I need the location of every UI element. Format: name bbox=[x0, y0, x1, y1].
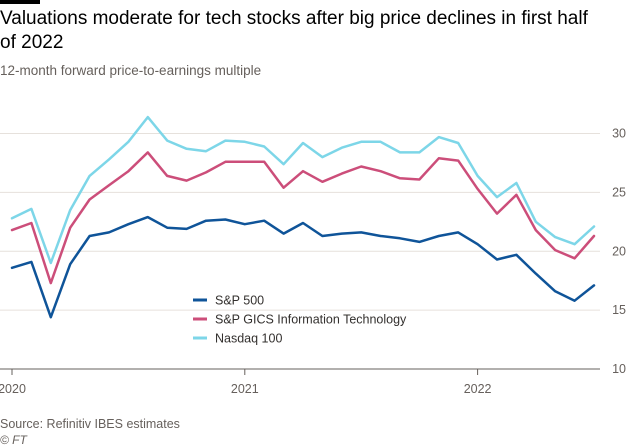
series-line-nasdaq-100 bbox=[10, 115, 596, 265]
y-tick-label-15: 15 bbox=[612, 303, 626, 317]
ft-top-rule bbox=[0, 0, 40, 4]
series-line-s-p-500 bbox=[10, 215, 596, 319]
source-note: Source: Refinitiv IBES estimates bbox=[0, 417, 180, 431]
legend-label-nasdaq-100: Nasdaq 100 bbox=[215, 332, 282, 346]
x-tick-label-2021: 2021 bbox=[231, 382, 259, 396]
line-chart: 10 15 20 25 30 2020 2021 2022 S&P 500 S&P GICS In… bbox=[0, 115, 626, 396]
y-tick-label-30: 30 bbox=[612, 127, 626, 141]
x-tick-label-2022: 2022 bbox=[464, 382, 492, 396]
chart-title: Valuations moderate for tech stocks afte… bbox=[0, 8, 588, 53]
legend-label-s-p-500: S&P 500 bbox=[215, 294, 264, 308]
series-line-s-p-gics-information-technology bbox=[10, 151, 596, 285]
x-tick-label-2020: 2020 bbox=[0, 382, 26, 396]
legend-label-s-p-gics-information-technology: S&P GICS Information Technology bbox=[215, 313, 407, 327]
y-tick-label-10: 10 bbox=[612, 362, 626, 376]
y-tick-label-20: 20 bbox=[612, 244, 626, 258]
chart-subtitle: 12-month forward price-to-earnings multi… bbox=[0, 63, 262, 78]
y-tick-label-25: 25 bbox=[612, 185, 626, 199]
ft-credit: © FT bbox=[0, 433, 27, 447]
